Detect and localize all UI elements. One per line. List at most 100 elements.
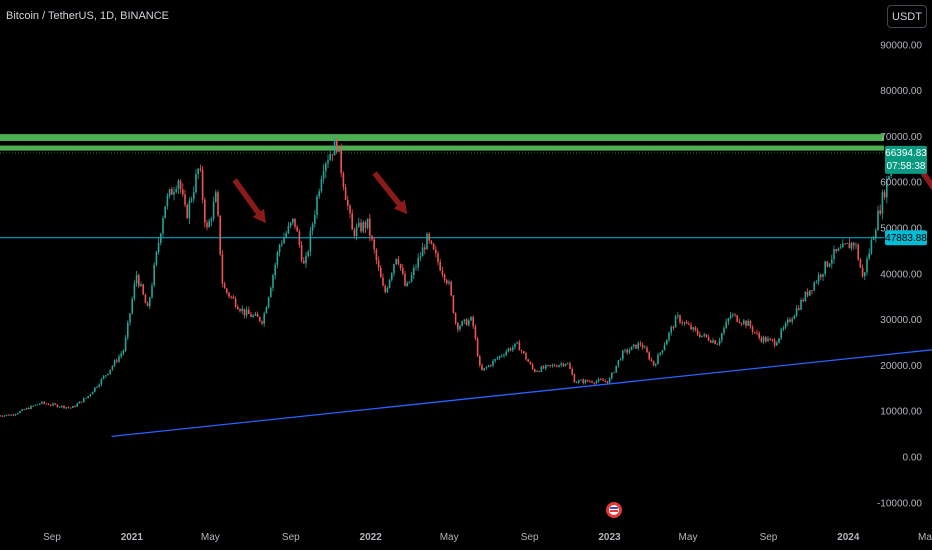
y-tick-label: 30000.00 [880, 315, 922, 326]
candle-body [91, 391, 94, 395]
candle-body [193, 192, 195, 199]
candle-body [547, 365, 549, 366]
candle-body [230, 296, 232, 298]
currency-button[interactable]: USDT [887, 5, 927, 28]
candle-body [153, 264, 155, 286]
candle-body [454, 313, 457, 323]
candle-body [758, 333, 760, 338]
candle-body [206, 222, 208, 228]
candle-body [586, 379, 589, 382]
candle-body [226, 288, 228, 293]
candle-body [769, 338, 771, 340]
candle-body [336, 139, 338, 152]
candle-body [314, 214, 316, 225]
candle-body [417, 257, 419, 268]
candle-body [8, 414, 10, 416]
candle-body [685, 322, 688, 324]
candle-body [122, 350, 125, 354]
x-tick-label: May [679, 532, 698, 543]
candle-body [611, 372, 613, 379]
current-price-label: 66394.83 07:58:38 [885, 145, 927, 174]
candle-body [655, 364, 657, 366]
candle-body [208, 220, 210, 228]
candle-body [307, 251, 309, 256]
candle-body [784, 323, 787, 328]
candle-body [237, 306, 239, 310]
time-axis[interactable]: Sep 2021 May Sep 2022 May Sep 2023 May Sep 2024 May… [43, 532, 932, 543]
candle-body [690, 324, 692, 330]
flag-icon[interactable] [606, 502, 622, 518]
resistance-band-1[interactable] [0, 145, 884, 151]
candle-body [778, 338, 780, 343]
candle-body [584, 379, 587, 384]
candle-body [692, 327, 694, 330]
candle-body [21, 409, 23, 411]
candle-body [534, 369, 536, 372]
candle-body [793, 315, 796, 320]
candle-body [580, 379, 582, 381]
candle-body [76, 403, 78, 407]
candle-body [28, 407, 30, 409]
candle-body [435, 249, 437, 254]
candle-body [459, 325, 461, 330]
candle-body [773, 340, 776, 346]
candle-body [338, 147, 340, 152]
candle-body [197, 168, 199, 175]
candle-body [78, 401, 81, 404]
candle-body [593, 382, 595, 384]
down-arrow-1[interactable] [372, 171, 408, 215]
resistance-band-0[interactable] [0, 134, 884, 141]
x-tick-label: Sep [760, 532, 778, 543]
candle-body [659, 352, 661, 355]
candle-body [188, 200, 191, 219]
candle-body [734, 314, 736, 316]
candle-body [173, 191, 175, 195]
candle-body [602, 379, 604, 382]
trend-line-stroke[interactable] [111, 325, 932, 438]
candle-body [179, 180, 182, 190]
candle-body [241, 308, 243, 312]
x-tick-label: May [918, 532, 932, 543]
candle-body [135, 275, 138, 284]
candle-body [303, 260, 305, 264]
candle-body [111, 365, 114, 370]
x-tick-label: 2024 [837, 532, 860, 543]
candle-body [831, 259, 833, 264]
price-axis[interactable]: 90000.00 80000.00 70000.00 60000.00 50000.00… [877, 40, 922, 509]
resistance-zone[interactable] [0, 134, 884, 151]
candle-body [725, 321, 727, 329]
candle-body [595, 381, 598, 384]
candle-body [833, 249, 835, 260]
arrow-annotations[interactable] [232, 162, 932, 224]
candle-body [622, 350, 624, 360]
candle-body [512, 347, 514, 351]
candle-body [261, 321, 263, 324]
horizontal-line[interactable] [0, 152, 884, 239]
down-arrow-0[interactable] [232, 178, 266, 224]
candle-body [842, 243, 844, 248]
candle-body [615, 365, 617, 373]
candle-body [318, 191, 320, 197]
trend-line[interactable] [111, 325, 932, 438]
candle-body [201, 169, 204, 200]
candle-body [228, 292, 230, 297]
candle-body [721, 333, 723, 341]
horizontal-line-price-text: 47883.88 [885, 233, 927, 244]
candle-body [362, 222, 364, 232]
candle-body [476, 338, 479, 357]
y-tick-label: 10000.00 [880, 407, 922, 418]
candle-body [212, 202, 215, 219]
candle-body [780, 329, 782, 339]
candle-body [215, 192, 217, 203]
candle-body [668, 332, 670, 340]
countdown-text: 07:58:38 [887, 161, 926, 172]
candle-body [151, 285, 153, 298]
candle-body [514, 343, 516, 348]
candle-body [65, 407, 67, 409]
candle-body [274, 264, 276, 276]
candle-body [694, 327, 697, 331]
candle-body [287, 225, 290, 234]
candle-body [424, 247, 426, 250]
candle-body [776, 342, 778, 346]
